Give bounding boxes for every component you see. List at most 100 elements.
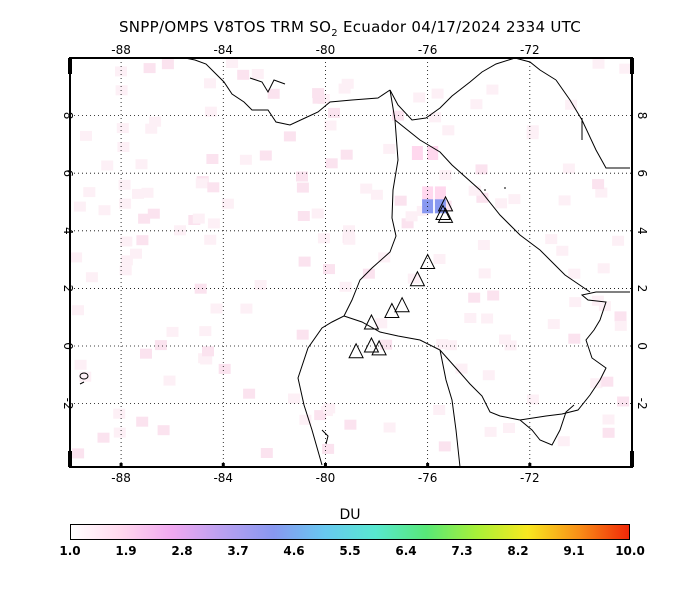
lat-tick-label: 0 [635,342,649,350]
noise-pixel [206,154,219,164]
noise-pixel [138,213,151,224]
noise-pixel [526,129,539,140]
noise-pixel [298,256,311,267]
noise-pixel [431,88,444,99]
noise-pixel [433,405,446,415]
lon-tick-label: -76 [418,471,438,485]
noise-pixel [204,234,217,245]
colorbar-label: 4.6 [283,544,305,558]
volcano-triangle-icon [409,270,426,287]
noise-pixel [80,130,92,141]
noise-pixel [475,164,488,175]
noise-pixel [477,240,490,250]
noise-pixel [101,160,114,171]
noise-pixel [85,272,98,283]
noise-pixel [590,378,603,389]
colorbar-label: 7.3 [451,544,473,558]
noise-pixel [70,252,83,263]
noise-pixel [296,329,309,340]
lat-labels-left: 8 6 4 2 0 -2 [61,112,75,410]
noise-pixel [147,208,160,219]
lat-tick-label: 4 [61,227,75,235]
lon-tick-label: -72 [520,43,540,57]
noise-pixel [439,170,452,180]
noise-pixel [438,441,451,452]
so2-patch [411,146,423,160]
noise-pixel [141,187,154,198]
noise-pixel [360,183,373,194]
noise-pixel [207,182,220,193]
colorbar-label: 8.2 [507,544,529,558]
noise-pixel [210,303,223,314]
noise-pixel [130,248,142,259]
noise-pixel [136,416,149,427]
noise-pixel [328,107,340,118]
lon-labels-bottom: -88 -84 -80 -76 -72 [111,463,540,485]
volcano-triangle-icon [348,342,364,359]
volcano-triangle-icon [419,253,436,269]
noise-pixel [503,423,515,433]
noise-pixel [558,195,571,206]
noise-pixel [343,225,355,236]
noise-pixel [592,179,605,190]
noise-pixel [194,283,207,294]
map-title: SNPP/OMPS V8TOS TRM SO2 Ecuador 04/17/20… [118,18,582,39]
lon-labels-top: -88 -84 -80 -76 -72 [111,43,539,57]
noise-pixel [370,189,383,200]
coastline [184,57,630,466]
noise-pixel [482,370,495,381]
noise-pixel [602,427,615,438]
noise-pixel [486,84,499,95]
noise-pixel [296,182,309,193]
noise-pixel [481,313,494,324]
colorbar-label: 5.5 [339,544,361,558]
noise-pixel [198,353,211,364]
noise-pixel [267,88,280,99]
noise-pixel [556,245,569,256]
noise-pixel [323,264,335,275]
country-borders [343,118,630,468]
noise-pixel [433,254,446,264]
colorbar-label: 2.8 [171,544,193,558]
volcano-triangle-icon [435,204,451,221]
noise-pixel [375,318,388,329]
noise-pixel [568,268,581,279]
noise-pixel [113,427,126,438]
noise-pixel [288,393,300,404]
noise-pixel [470,99,483,110]
noise-pixel [136,235,149,246]
noise-pixel [157,425,170,436]
noise-pixel [73,201,86,212]
noise-pixel [74,359,87,370]
noise-pixel [568,333,581,344]
colorbar [70,524,630,540]
noise-pixel [545,234,558,245]
colorbar-unit: DU [339,507,361,523]
lon-tick-label: -76 [418,43,438,57]
noise-pixel [218,363,231,374]
lat-tick-label: 2 [635,285,649,293]
lon-tick-label: -88 [111,471,131,485]
noise-pixel [98,205,111,216]
noise-pixel [464,313,477,323]
background-noise-pixels [70,58,632,459]
noise-pixel [297,211,310,221]
noise-pixel [619,63,632,74]
noise-pixel [383,143,396,154]
noise-pixel [119,198,132,209]
noise-pixel [484,426,497,437]
noise-pixel [340,149,353,160]
noise-pixel [237,69,250,80]
volcano-triangle-icon [384,302,400,318]
noise-pixel [119,265,132,276]
noise-pixel [436,339,449,350]
noise-pixel [565,99,578,110]
noise-pixel [312,93,325,104]
noise-pixel [97,432,110,443]
noise-pixel [113,408,126,419]
noise-pixel [468,292,481,303]
volcano-triangle-icon [363,313,380,330]
noise-pixel [394,195,407,206]
noise-pixel [260,448,273,458]
noise-pixel [161,59,174,70]
